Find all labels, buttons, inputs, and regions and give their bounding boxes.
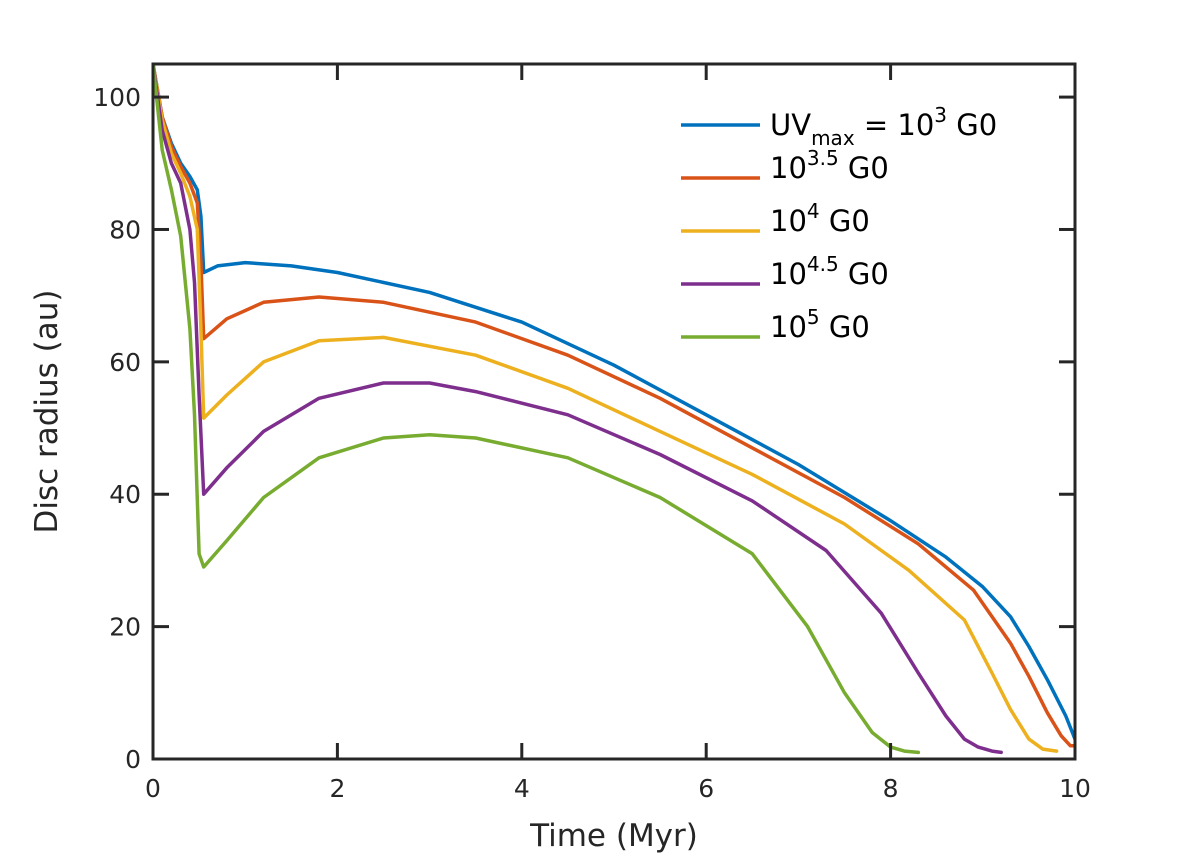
y-tick-label: 100 xyxy=(93,83,141,112)
x-axis-label: Time (Myr) xyxy=(529,818,698,854)
y-tick-label: 40 xyxy=(109,480,141,509)
x-tick-label: 2 xyxy=(329,774,345,803)
legend-sub: max xyxy=(811,126,855,150)
x-tick-label: 8 xyxy=(883,774,899,803)
legend-mid: 10 xyxy=(770,151,807,185)
legend-tail: G0 xyxy=(820,310,870,344)
legend-label-3: 104 G0 xyxy=(770,199,870,238)
plot-frame xyxy=(151,62,1077,761)
legend-sup: 5 xyxy=(807,305,820,329)
y-tick-label: 20 xyxy=(109,613,141,642)
x-tick-label: 6 xyxy=(698,774,714,803)
series-line-5 xyxy=(153,64,921,755)
legend-sup: 3 xyxy=(934,103,947,127)
series-line-3 xyxy=(153,64,1059,753)
legend-label-5: 105 G0 xyxy=(770,305,870,344)
legend-sup: 4 xyxy=(807,199,820,223)
legend-tail: G0 xyxy=(839,151,889,185)
legend-main: UV xyxy=(770,108,811,142)
axis-ticks xyxy=(151,64,1077,761)
legend-mid: 10 xyxy=(770,310,807,344)
legend-label-4: 104.5 G0 xyxy=(770,252,889,291)
y-tick-label: 80 xyxy=(109,215,141,244)
legend-mid: 10 xyxy=(770,204,807,238)
legend-tail: G0 xyxy=(839,257,889,291)
x-tick-label: 0 xyxy=(145,774,161,803)
y-tick-label: 60 xyxy=(109,348,141,377)
series-line-1 xyxy=(153,64,1075,741)
legend-tail: G0 xyxy=(947,108,997,142)
legend-sup: 3.5 xyxy=(807,146,839,170)
legend-mid: = 10 xyxy=(855,108,935,142)
y-tick-label: 0 xyxy=(125,745,141,774)
x-tick-label: 4 xyxy=(514,774,530,803)
series-line-2 xyxy=(153,64,1075,748)
legend-tail: G0 xyxy=(820,204,870,238)
series-line-4 xyxy=(153,64,1003,755)
legend-label-1: UVmax = 103 G0 xyxy=(770,103,997,150)
x-tick-label: 10 xyxy=(1059,774,1091,803)
legend-mid: 10 xyxy=(770,257,807,291)
y-axis-label: Disc radius (au) xyxy=(29,289,65,533)
legend-sup: 4.5 xyxy=(807,252,839,276)
series-lines xyxy=(153,64,1075,755)
legend-label-2: 103.5 G0 xyxy=(770,146,889,185)
